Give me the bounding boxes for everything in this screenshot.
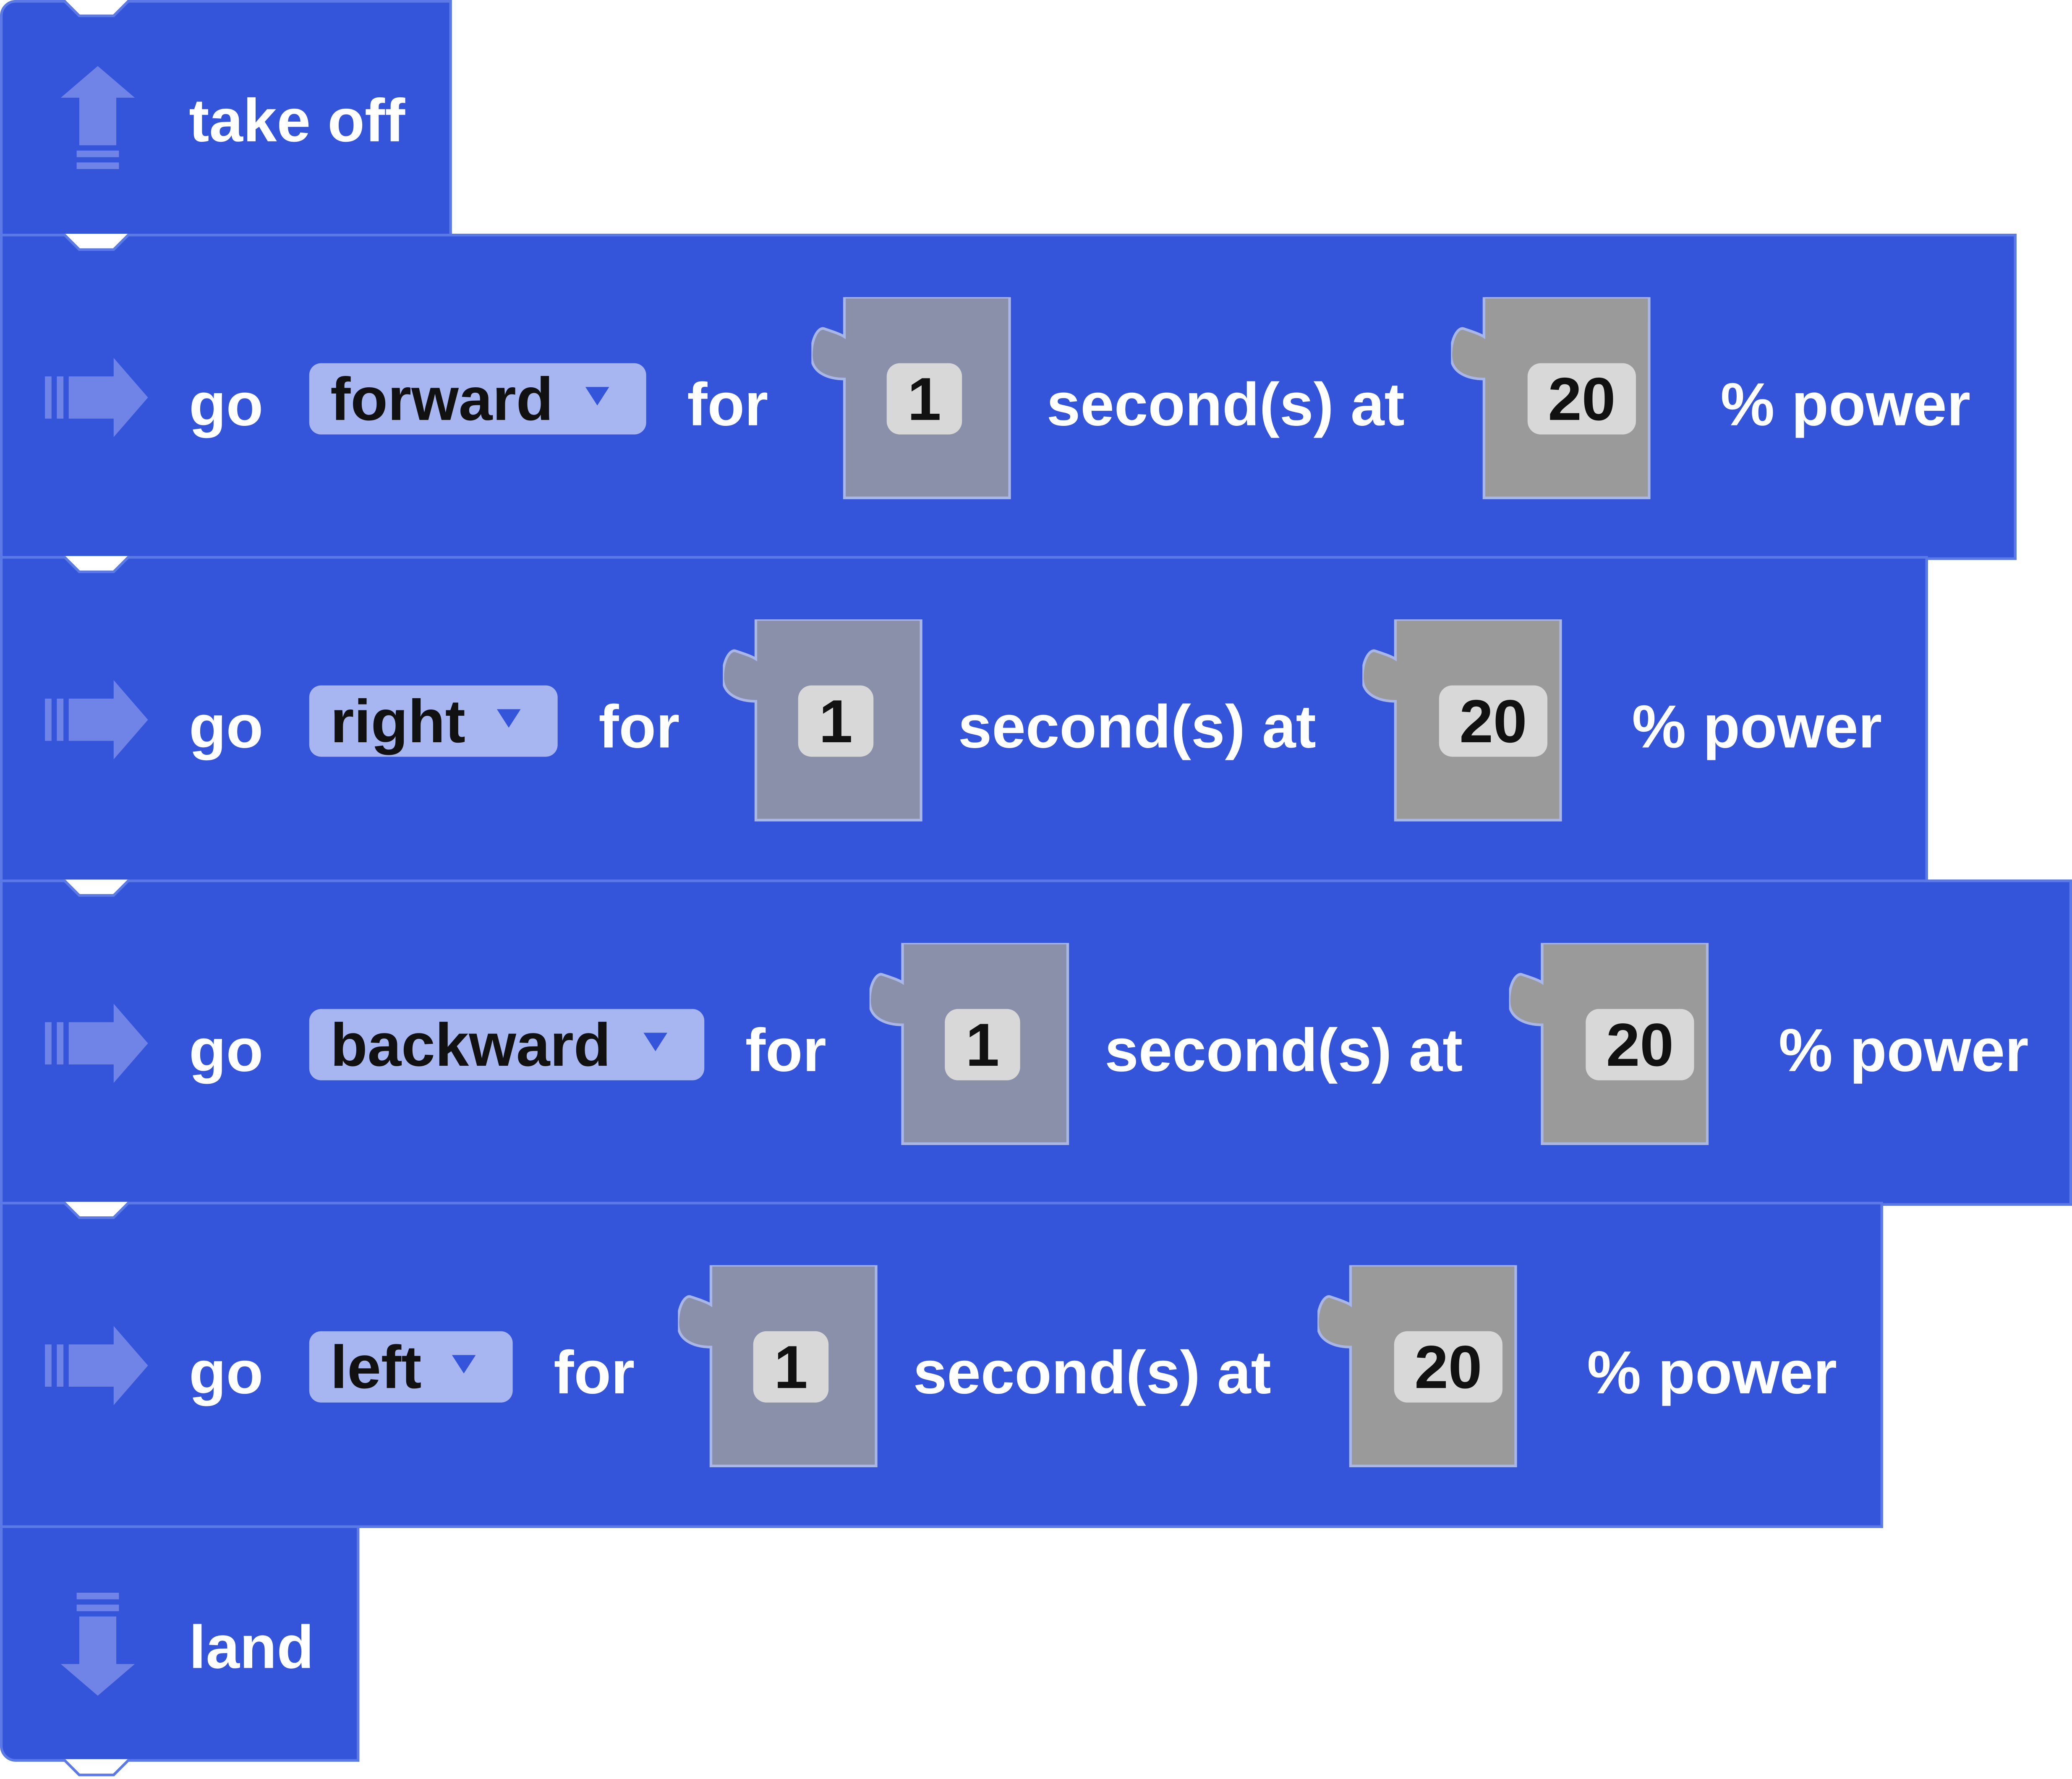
arrow-right-icon: [45, 1326, 148, 1406]
seconds-label: second(s) at: [1105, 1015, 1463, 1085]
direction-dropdown[interactable]: left: [309, 1331, 513, 1403]
move-block-right[interactable]: go right for 1 second(s) at 20 % power: [0, 556, 1928, 882]
seconds-label: second(s) at: [1046, 370, 1405, 439]
seconds-input[interactable]: 1: [886, 363, 962, 435]
power-input[interactable]: 20: [1527, 363, 1636, 435]
go-label: go: [189, 1015, 264, 1085]
block-notch: [63, 234, 130, 251]
land-block[interactable]: land: [0, 1524, 360, 1776]
block-notch: [63, 1202, 130, 1219]
direction-value: forward: [330, 364, 554, 433]
go-label: go: [189, 1338, 264, 1407]
arrow-up-icon: [60, 66, 135, 169]
for-label: for: [745, 1015, 826, 1085]
direction-value: left: [330, 1332, 422, 1401]
seconds-input[interactable]: 1: [753, 1331, 829, 1403]
for-label: for: [598, 692, 680, 761]
direction-value: backward: [330, 1010, 611, 1079]
dropdown-arrow-icon: [643, 1033, 668, 1051]
go-label: go: [189, 692, 264, 761]
direction-value: right: [330, 686, 465, 756]
power-input[interactable]: 20: [1586, 1009, 1694, 1080]
power-label: % power: [1632, 692, 1882, 761]
takeoff-label: take off: [189, 86, 405, 155]
power-label: % power: [1587, 1338, 1837, 1407]
power-label: % power: [1779, 1015, 2029, 1085]
power-label: % power: [1720, 370, 1971, 439]
move-block-backward[interactable]: go backward for 1 second(s) at 20 % power: [0, 879, 2072, 1206]
arrow-right-icon: [45, 357, 148, 437]
power-input[interactable]: 20: [1394, 1331, 1502, 1403]
block-notch: [63, 556, 130, 574]
move-block-left[interactable]: go left for 1 second(s) at 20 % power: [0, 1202, 1883, 1528]
move-block-forward[interactable]: go forward for 1 second(s) at 20 % power: [0, 234, 2017, 560]
direction-dropdown[interactable]: forward: [309, 363, 646, 435]
dropdown-arrow-icon: [496, 709, 521, 728]
for-label: for: [554, 1338, 635, 1407]
go-label: go: [189, 370, 264, 439]
seconds-input[interactable]: 1: [945, 1009, 1020, 1080]
block-notch: [63, 879, 130, 897]
arrow-down-icon: [60, 1593, 135, 1696]
seconds-label: second(s) at: [958, 692, 1316, 761]
arrow-right-icon: [45, 1004, 148, 1083]
seconds-label: second(s) at: [913, 1338, 1271, 1407]
land-label: land: [189, 1612, 314, 1681]
direction-dropdown[interactable]: right: [309, 685, 558, 757]
block-notch: [63, 0, 130, 17]
direction-dropdown[interactable]: backward: [309, 1009, 705, 1080]
arrow-right-icon: [45, 680, 148, 759]
seconds-input[interactable]: 1: [798, 685, 874, 757]
block-notch: [63, 1759, 130, 1776]
dropdown-arrow-icon: [585, 387, 609, 406]
power-input[interactable]: 20: [1439, 685, 1548, 757]
takeoff-block[interactable]: take off: [0, 0, 452, 238]
for-label: for: [687, 370, 768, 439]
dropdown-arrow-icon: [452, 1355, 476, 1374]
